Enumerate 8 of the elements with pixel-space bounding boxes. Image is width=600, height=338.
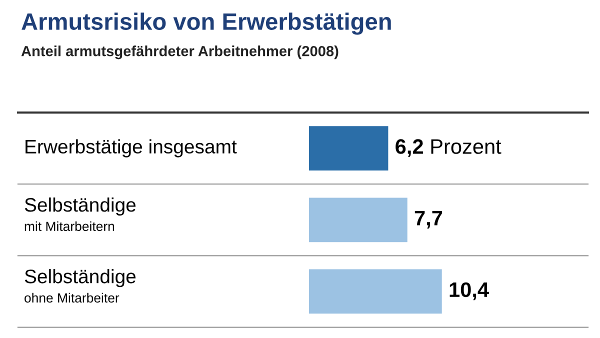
data-label: 10,4 — [450, 282, 489, 300]
y-tick-label: Erwerbstätige insgesamt — [26, 139, 237, 158]
data-label: 6,2 Prozent — [396, 139, 502, 157]
text: Anteil armutsgefährdeter Arbeitnehmer (2008) — [21, 46, 338, 60]
y-tick-label: Selbständige ohne Mitarbeiter — [24, 269, 136, 303]
chart-title: Armutsrisiko von Erwerbstätigen — [22, 12, 391, 35]
y-tick-label: Selbständige mit Mitarbeitern — [24, 197, 136, 232]
data-label: 7,7 — [414, 210, 442, 229]
